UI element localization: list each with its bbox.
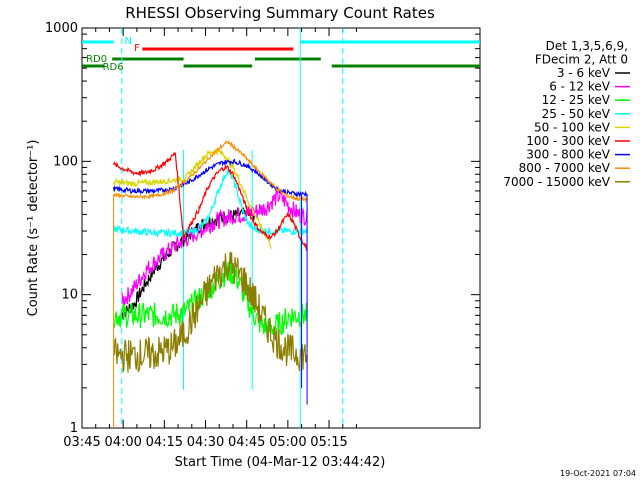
legend-label: 50 - 100 keV (534, 120, 611, 134)
x-tick-label: 04:30 (187, 435, 224, 450)
axes-ticks: 03:45 04:00 04:15 04:30 04:45 05:00 05:15 1 10 10… (45, 21, 480, 450)
legend-label: 800 - 7000 keV (519, 161, 611, 175)
legend-header: Det 1,3,5,6,9, (546, 39, 628, 53)
series-line (113, 158, 308, 198)
footer-date: 19-Oct-2021 07:04 (560, 469, 636, 478)
legend-label: 100 - 300 keV (526, 134, 610, 148)
y-tick-label: 1 (70, 421, 78, 436)
x-axis-label: Start Time (04-Mar-12 03:44:42) (175, 455, 386, 470)
series-line (113, 140, 308, 204)
x-tick-label: 03:45 (63, 435, 100, 450)
y-axis-label: Count Rate (s⁻¹ detector⁻¹) (26, 140, 41, 317)
series-line (113, 151, 308, 252)
series-lines (113, 140, 308, 428)
night-flag-label: N (125, 36, 132, 47)
x-tick-label: 05:00 (269, 435, 306, 450)
chart-title: RHESSI Observing Summary Count Rates (125, 4, 435, 22)
legend-label: 300 - 800 keV (526, 148, 610, 162)
plot-frame (81, 27, 481, 429)
y-tick-label: 1000 (45, 21, 78, 36)
y-tick-label: 10 (61, 288, 78, 303)
series-line (113, 169, 308, 239)
legend-label: 7000 - 15000 keV (503, 175, 610, 189)
x-tick-label: 04:45 (228, 435, 265, 450)
rd6-label: RD6 (103, 62, 124, 73)
x-tick-label: 05:15 (310, 435, 347, 450)
legend-label: 25 - 50 keV (542, 107, 611, 121)
legend-header: FDecim 2, Att 0 (535, 53, 628, 67)
y-tick-label: 100 (53, 154, 78, 169)
x-tick-label: 04:00 (104, 435, 141, 450)
flare-flag-label: F (134, 43, 140, 54)
rd0-label: RD0 (86, 54, 107, 65)
legend-label: 12 - 25 keV (542, 93, 611, 107)
series-line (113, 147, 272, 249)
legend-label: 3 - 6 keV (557, 66, 611, 80)
legend: Det 1,3,5,6,9,FDecim 2, Att 03 - 6 keV6 … (503, 39, 630, 189)
series-line (113, 251, 308, 373)
series-line (113, 260, 308, 339)
legend-label: 6 - 12 keV (549, 80, 611, 94)
x-tick-label: 04:15 (146, 435, 183, 450)
